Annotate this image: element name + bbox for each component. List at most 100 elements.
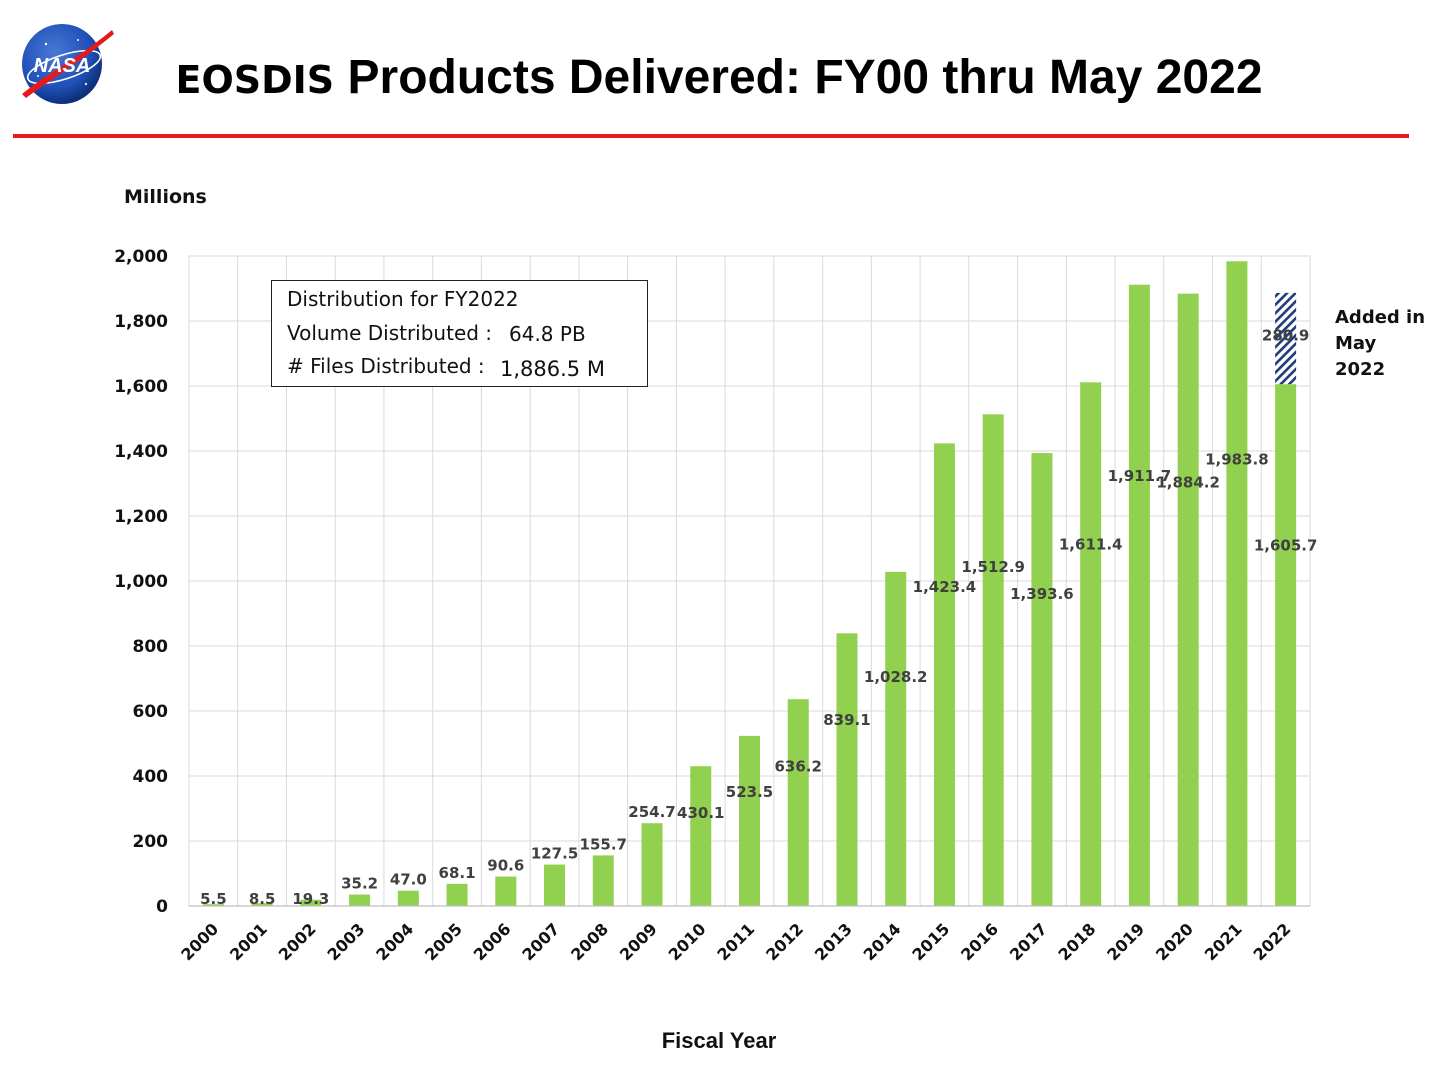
data-label: 127.5 — [531, 845, 578, 863]
volume-distributed-label: Volume Distributed : — [287, 321, 493, 345]
x-tick-label: 2008 — [567, 919, 612, 964]
title-part-eosdis: EOSDIS — [175, 58, 335, 102]
bar — [397, 890, 419, 906]
bar-added-segment — [1275, 292, 1297, 385]
x-tick-label: 2017 — [1006, 919, 1051, 964]
x-tick-label: 2010 — [665, 919, 710, 964]
x-tick-label: 2018 — [1055, 919, 1100, 964]
bar — [349, 894, 371, 906]
bar — [690, 766, 712, 906]
bar — [836, 633, 858, 906]
bars — [189, 261, 1310, 907]
data-label: 5.5 — [200, 890, 227, 908]
data-label: 1,983.8 — [1205, 451, 1269, 469]
x-tick-label: 2020 — [1152, 919, 1197, 964]
bar — [544, 864, 566, 906]
data-label: 47.0 — [390, 871, 427, 889]
x-tick-label: 2002 — [275, 919, 320, 964]
data-label: 430.1 — [677, 804, 724, 822]
data-label: 19.3 — [292, 890, 329, 908]
bar — [1226, 261, 1248, 906]
nasa-logo: NASA — [22, 24, 114, 104]
data-label: 254.7 — [628, 803, 675, 821]
data-label: 1,512.9 — [961, 558, 1025, 576]
data-label: 1,423.4 — [913, 578, 977, 596]
added-note-line3: 2022 — [1335, 359, 1386, 380]
data-label: 155.7 — [580, 835, 627, 853]
data-label: 636.2 — [775, 757, 822, 775]
y-tick-label: 800 — [133, 637, 169, 657]
bar — [933, 443, 955, 906]
added-note-line1: Added in — [1335, 307, 1426, 328]
data-label: 1,911.7 — [1108, 467, 1172, 485]
x-tick-label: 2022 — [1250, 919, 1295, 964]
x-tick-label: 2019 — [1103, 919, 1148, 964]
header-divider — [13, 134, 1409, 138]
files-distributed-value: 1,886.5 M — [500, 357, 605, 381]
files-distributed-label: # Files Distributed : — [287, 354, 485, 378]
y-tick-label: 1,800 — [114, 312, 168, 332]
x-tick-label: 2016 — [957, 919, 1002, 964]
data-label: 1,605.7 — [1254, 537, 1318, 555]
data-label: 1,028.2 — [864, 668, 928, 686]
x-tick-label: 2006 — [470, 919, 515, 964]
x-tick-label: 2001 — [226, 919, 271, 964]
y-tick-label: 1,600 — [114, 377, 168, 397]
y-tick-label: 600 — [133, 702, 169, 722]
bar — [251, 903, 273, 906]
x-tick-label: 2009 — [616, 919, 661, 964]
bar — [1080, 382, 1102, 906]
bar — [592, 855, 614, 906]
y-axis-label: Millions — [124, 186, 207, 208]
title-part-main: Products Delivered: FY00 thru May 2022 — [334, 51, 1263, 104]
data-label: 68.1 — [439, 864, 476, 882]
bar — [739, 735, 760, 906]
x-tick-label: 2003 — [323, 919, 368, 964]
data-labels: 5.5 8.5 19.3 35.2 47.0 68.1 90.6 127.5155.7254.… — [200, 326, 1317, 908]
y-tick-label: 200 — [133, 832, 169, 852]
bar — [641, 823, 663, 906]
data-label: 1,884.2 — [1156, 473, 1220, 491]
x-tick-label: 2014 — [860, 919, 905, 964]
data-label: 8.5 — [249, 890, 276, 908]
y-tick-label: 1,400 — [114, 442, 168, 462]
bar — [1177, 293, 1199, 906]
added-segment-label: 280.9 — [1262, 326, 1309, 344]
page-title: EOSDIS Products Delivered: FY00 thru May… — [0, 50, 1438, 105]
x-tick-label: 2021 — [1201, 919, 1246, 964]
x-tick-label: 2012 — [762, 919, 807, 964]
x-tick-label: 2005 — [421, 919, 466, 964]
added-in-may-note: Added in May 2022 — [1335, 305, 1425, 383]
x-tick-label: 2007 — [518, 919, 563, 964]
y-tick-label: 0 — [156, 897, 168, 917]
x-tick-label: 2011 — [713, 919, 758, 964]
nasa-logo-text: NASA — [34, 55, 91, 77]
x-axis-label: Fiscal Year — [661, 1028, 777, 1053]
data-label: 35.2 — [341, 875, 378, 893]
x-tick-label: 2004 — [372, 919, 417, 964]
x-tick-label: 2000 — [177, 919, 222, 964]
data-label: 90.6 — [487, 857, 524, 875]
added-note-line2: May — [1335, 333, 1377, 354]
data-label: 523.5 — [726, 783, 773, 801]
distribution-summary-box: Distribution for FY2022 Volume Distribut… — [271, 280, 648, 387]
bar — [885, 571, 907, 906]
bar — [1128, 284, 1150, 906]
bar — [787, 699, 809, 906]
y-tick-label: 400 — [133, 767, 169, 787]
distribution-heading: Distribution for FY2022 — [287, 287, 519, 311]
y-tick-label: 1,200 — [114, 507, 168, 527]
bar — [300, 899, 322, 906]
bar — [1275, 384, 1297, 907]
bar — [1031, 453, 1053, 906]
y-tick-label: 2,000 — [114, 247, 168, 267]
bar — [202, 904, 224, 906]
y-tick-label: 1,000 — [114, 572, 168, 592]
x-tick-label: 2015 — [908, 919, 953, 964]
bar — [982, 414, 1004, 906]
x-tick-labels: 2000 2001 2002 2003 2004 2005 2006 2007 2008 2009… — [177, 919, 1294, 964]
bar — [495, 876, 517, 906]
bar — [446, 883, 468, 906]
data-label: 1,393.6 — [1010, 585, 1074, 603]
